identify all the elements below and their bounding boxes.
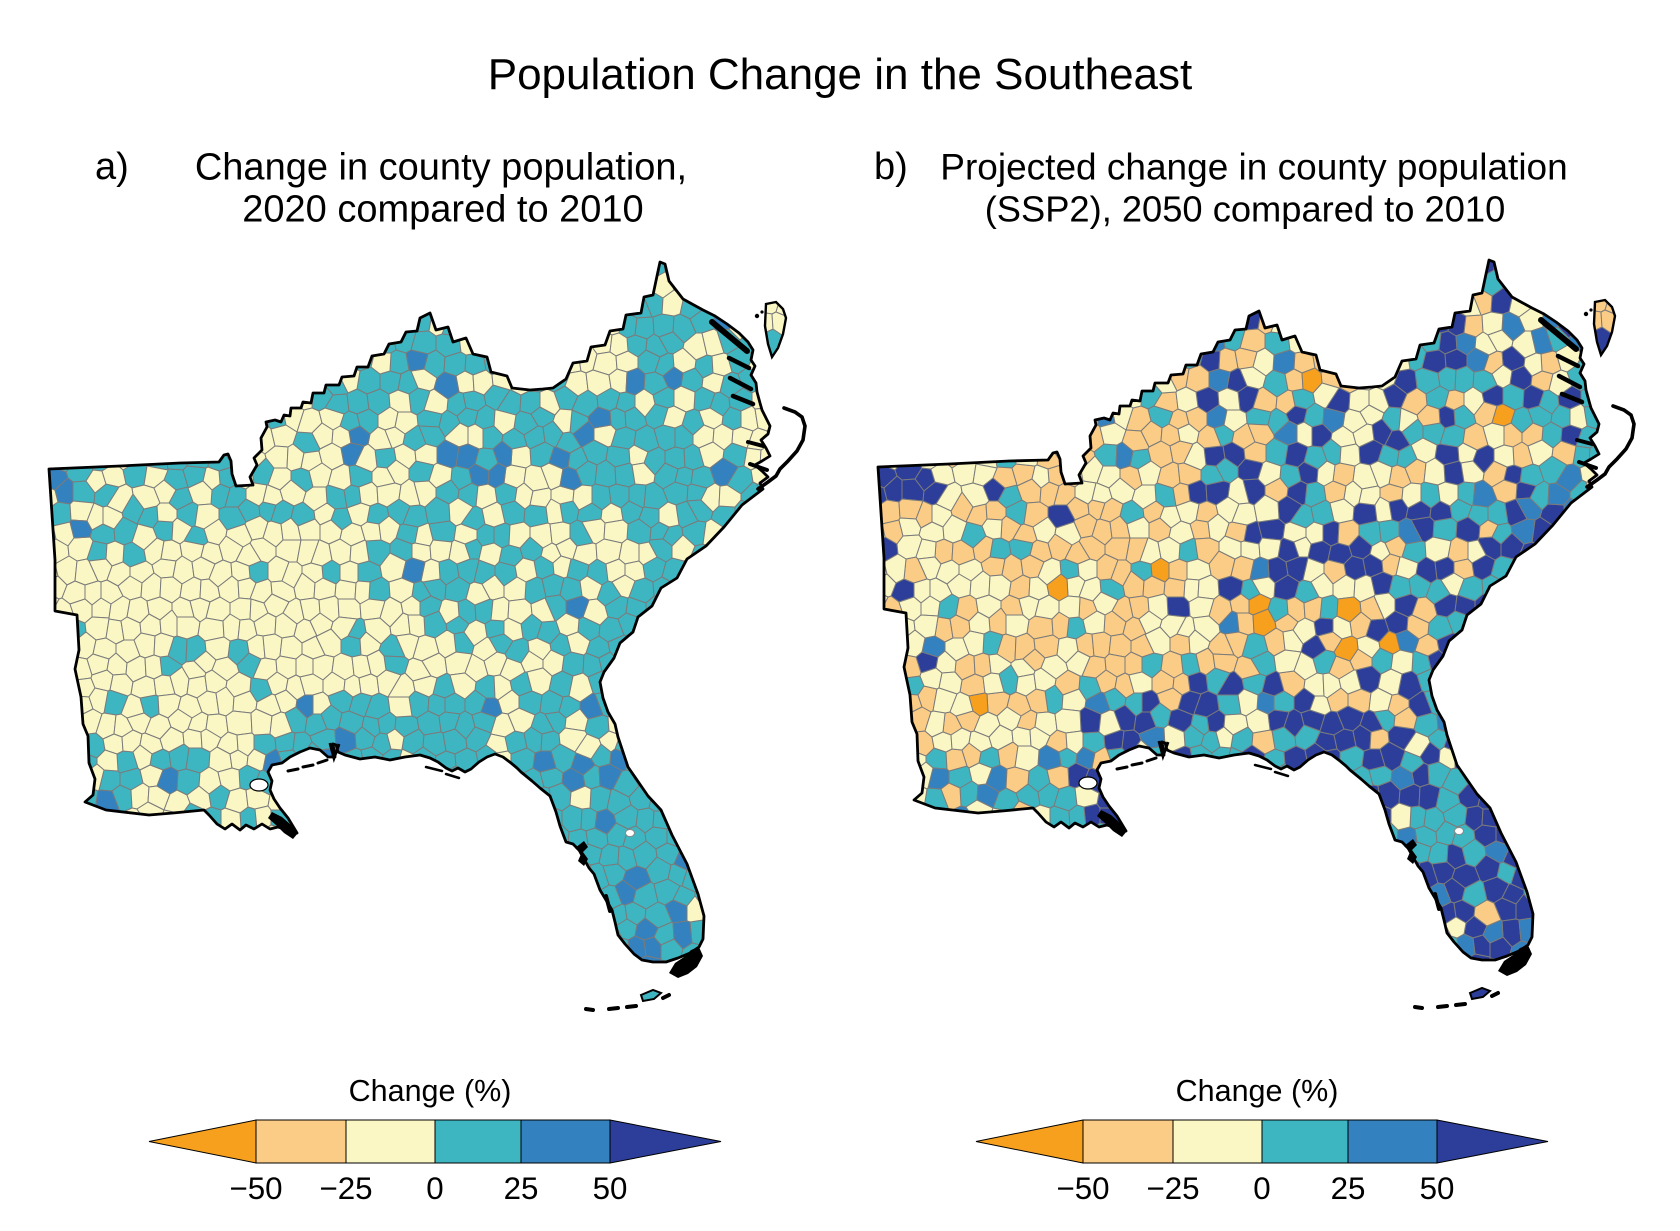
svg-text:b): b) bbox=[874, 146, 908, 188]
svg-text:Population Change in the South: Population Change in the Southeast bbox=[488, 50, 1193, 99]
svg-text:0: 0 bbox=[1253, 1171, 1270, 1206]
svg-text:−25: −25 bbox=[1146, 1171, 1199, 1206]
svg-text:a): a) bbox=[95, 146, 129, 188]
svg-text:0: 0 bbox=[426, 1171, 443, 1206]
svg-text:25: 25 bbox=[504, 1171, 539, 1206]
svg-text:−25: −25 bbox=[319, 1171, 372, 1206]
svg-text:50: 50 bbox=[593, 1171, 628, 1206]
svg-text:Change in county population,: Change in county population, bbox=[195, 147, 687, 189]
svg-text:Change (%): Change (%) bbox=[1176, 1074, 1339, 1108]
svg-text:Change (%): Change (%) bbox=[349, 1074, 512, 1108]
svg-text:Projected change in county pop: Projected change in county population bbox=[940, 147, 1567, 188]
svg-text:50: 50 bbox=[1420, 1171, 1455, 1206]
svg-text:2020 compared to 2010: 2020 compared to 2010 bbox=[242, 189, 643, 231]
svg-text:−50: −50 bbox=[1056, 1171, 1109, 1206]
svg-text:25: 25 bbox=[1331, 1171, 1366, 1206]
svg-text:−50: −50 bbox=[229, 1171, 282, 1206]
svg-text:(SSP2), 2050 compared to 2010: (SSP2), 2050 compared to 2010 bbox=[985, 189, 1506, 230]
